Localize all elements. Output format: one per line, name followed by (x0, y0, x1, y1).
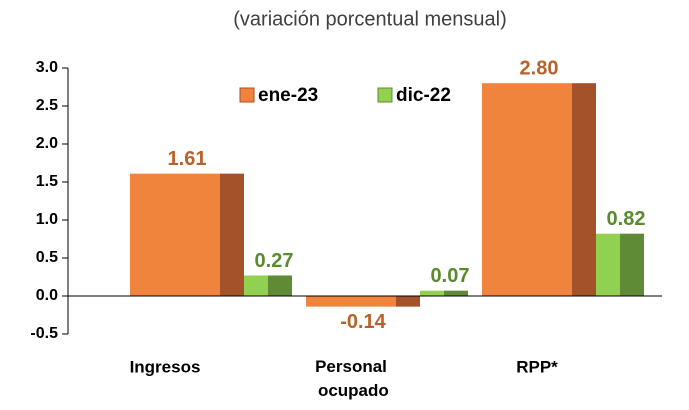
legend-label: dic-22 (396, 85, 451, 106)
value-label: -0.14 (340, 311, 386, 333)
legend-swatch (239, 87, 255, 103)
y-tick-label: 1.0 (36, 211, 58, 228)
bar-side (444, 290, 468, 296)
y-tick-label: 0.5 (36, 249, 58, 266)
bar (596, 233, 620, 296)
value-label: 2.80 (520, 57, 559, 79)
x-tick-label: Personal ocupado (313, 357, 389, 400)
x-tick-label: RPP* (516, 357, 558, 376)
value-label: 0.07 (431, 265, 470, 287)
legend-label: ene-23 (258, 85, 318, 106)
y-tick-label: 0.0 (36, 287, 58, 304)
bar-side (396, 296, 420, 307)
bar (420, 290, 444, 296)
bar (306, 296, 396, 307)
y-tick-label: 1.5 (36, 173, 58, 190)
y-tick-label: 3.0 (36, 59, 58, 76)
legend-swatch (377, 87, 393, 103)
bar (482, 83, 572, 296)
y-tick-label: -0.5 (30, 325, 58, 342)
bar (130, 173, 220, 296)
value-label: 0.27 (255, 250, 294, 272)
y-tick-label: 2.5 (36, 97, 58, 114)
bar-side (268, 275, 292, 296)
bar (244, 275, 268, 296)
chart-title: (variación porcentual mensual) (233, 8, 506, 30)
bar-side (572, 83, 596, 296)
value-label: 0.82 (607, 208, 646, 230)
bar-side (620, 233, 644, 296)
x-tick-label: Ingresos (130, 357, 201, 376)
y-tick-label: 2.0 (36, 135, 58, 152)
value-label: 1.61 (168, 148, 207, 170)
bar-side (220, 173, 244, 296)
